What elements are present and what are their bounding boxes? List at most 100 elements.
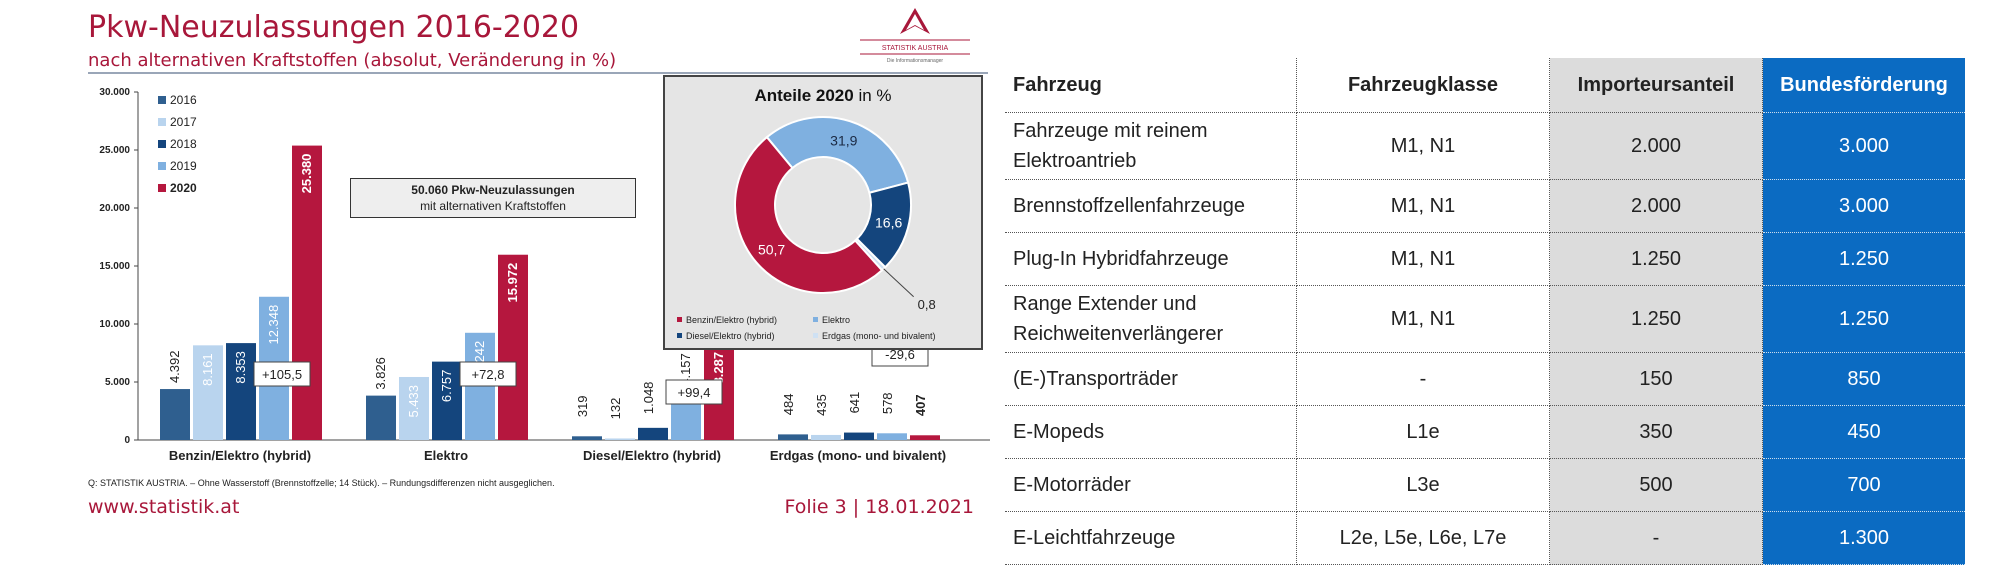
donut-legend-swatch [813,317,818,322]
title-divider [88,72,988,74]
change-label: +72,8 [472,367,505,382]
legend-swatch-2020 [158,184,166,192]
bar-value-label: 8.287 [711,352,726,385]
cell-importeur: 2.000 [1549,112,1763,180]
bar-2016 [160,389,190,440]
total-line2: mit alternativen Kraftstoffen [420,199,566,213]
bar-value-label: 3.826 [373,357,388,390]
y-tick-label: 30.000 [99,87,130,98]
header-importeursanteil: Importeursanteil [1549,58,1763,113]
bar-2018 [844,432,874,440]
cell-bund: 1.300 [1762,511,1965,565]
cell-bund: 3.000 [1762,179,1965,233]
slide-subtitle: nach alternativen Kraftstoffen (absolut,… [88,50,617,71]
cell-importeur: 500 [1549,458,1763,512]
bar-value-label: 132 [608,398,623,420]
table-row: Plug-In Hybridfahrzeuge M1, N1 1.250 1.2… [1005,232,1965,286]
table-header-row: Fahrzeug Fahrzeugklasse Importeursanteil… [1005,58,1965,113]
legend-label: 2016 [170,93,197,107]
total-box: 50.060 Pkw-Neuzulassungen mit alternativ… [350,178,636,218]
legend-swatch-2019 [158,162,166,170]
bar-2017 [399,376,429,440]
cell-importeur: 1.250 [1549,232,1763,286]
donut-slice-label: 50,7 [758,241,785,257]
donut-slice-label: 31,9 [830,132,857,148]
total-line1: 50.060 Pkw-Neuzulassungen [411,183,575,197]
legend-label: 2019 [170,159,197,173]
donut-legend-label: Elektro [822,315,850,325]
cell-fahrzeug: (E-)Transporträder [1005,352,1297,406]
change-box [253,361,311,387]
cell-klasse: L1e [1296,405,1550,459]
bar-value-label: 8.161 [200,353,215,386]
legend-label: 2017 [170,115,197,129]
legend-label: 2020 [170,181,197,195]
donut-slice-label: 16,6 [875,215,902,231]
bar-value-label: 484 [781,394,796,416]
header-fahrzeug: Fahrzeug [1005,58,1297,113]
cell-fahrzeug: Range Extender und Reichweitenverlängere… [1005,285,1297,353]
bar-value-label: 1.048 [641,382,656,415]
cell-klasse: M1, N1 [1296,232,1550,286]
cell-fahrzeug: Brennstoffzellenfahrzeuge [1005,179,1297,233]
cell-bund: 450 [1762,405,1965,459]
bar-value-label: 25.380 [299,154,314,194]
cell-bund: 3.000 [1762,112,1965,180]
cell-bund: 1.250 [1762,232,1965,286]
change-label: +99,4 [678,385,711,400]
table-row: E-Motorräder L3e 500 700 [1005,458,1965,512]
cell-klasse: M1, N1 [1296,179,1550,233]
bar-value-label: 407 [913,394,928,416]
subsidy-table: Fahrzeug Fahrzeugklasse Importeursanteil… [1005,58,1965,565]
bar-value-label: 319 [575,395,590,417]
statistik-austria-logo: STATISTIK AUSTRIA Die Informationsmanage… [860,8,970,64]
subsidy-table-wrap: Fahrzeug Fahrzeugklasse Importeursanteil… [1005,58,1965,565]
cell-importeur: 1.250 [1549,285,1763,353]
donut-chart: Anteile 2020 in % 50,7 31,9 16,6 0,8 Benzin/E… [677,86,936,341]
legend-label: 2018 [170,137,197,151]
legend-swatch-2018 [158,140,166,148]
bar-2020 [292,145,322,440]
bar-2020 [910,435,940,440]
bar-2017 [193,345,223,440]
donut-title-unit: in % [854,86,892,105]
table-row: E-Leichtfahrzeuge L2e, L5e, L6e, L7e - 1… [1005,511,1965,565]
bar-2018 [226,343,256,440]
header-bundesfoerderung: Bundesförderung [1762,58,1965,113]
donut-panel: Anteile 2020 in % 50,7 31,9 16,6 0,8 Benzin/E… [663,75,983,350]
legend-swatch-2017 [158,118,166,126]
category-label: Elektro [424,448,468,463]
bar-value-label: 4.157 [678,353,693,386]
y-tick-label: 15.000 [99,261,130,272]
statistik-slide: Pkw-Neuzulassungen 2016-2020 nach altern… [0,0,1000,556]
donut-legend-swatch [677,333,682,338]
slide-title: Pkw-Neuzulassungen 2016-2020 [88,10,580,45]
website-link[interactable]: www.statistik.at [88,496,240,518]
donut-slice [765,116,910,194]
cell-bund: 700 [1762,458,1965,512]
cell-fahrzeug: E-Mopeds [1005,405,1297,459]
bar-value-label: 435 [814,394,829,416]
table-row: Range Extender und Reichweitenverlängere… [1005,285,1965,353]
category-label: Diesel/Elektro (hybrid) [583,448,721,463]
bar-value-label: 8.353 [233,351,248,384]
cell-importeur: 2.000 [1549,179,1763,233]
cell-klasse: M1, N1 [1296,112,1550,180]
logo-line2: Die Informationsmanager [887,58,943,64]
bar-2017 [605,438,635,440]
table-row: Fahrzeuge mit reinem Elektroantrieb M1, … [1005,112,1965,180]
cell-bund: 1.250 [1762,285,1965,353]
change-box [459,361,517,387]
donut-slice-label: 0,8 [918,297,936,312]
bar-2016 [572,436,602,440]
y-tick-label: 10.000 [99,319,130,330]
logo-line1: STATISTIK AUSTRIA [882,45,949,52]
bar-2019 [877,433,907,440]
y-tick-label: 5.000 [105,377,130,388]
category-label: Benzin/Elektro (hybrid) [169,448,311,463]
bar-2016 [778,434,808,440]
cell-klasse: L2e, L5e, L6e, L7e [1296,511,1550,565]
header-fahrzeugklasse: Fahrzeugklasse [1296,58,1550,113]
cell-klasse: M1, N1 [1296,285,1550,353]
y-tick-label: 20.000 [99,203,130,214]
